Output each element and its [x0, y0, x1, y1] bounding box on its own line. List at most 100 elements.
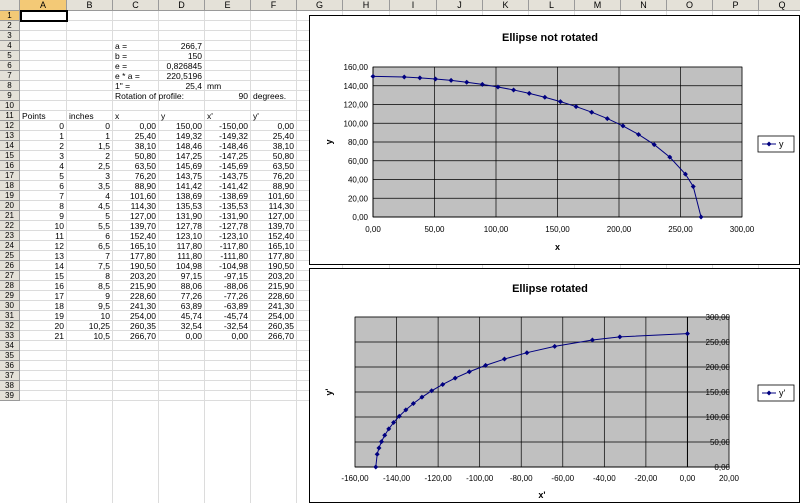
table-cell: -104,98: [219, 261, 248, 271]
data-point-marker: [617, 334, 623, 340]
row-header[interactable]: 16: [0, 161, 20, 171]
data-point-marker: [403, 407, 409, 413]
row-header[interactable]: 7: [0, 71, 20, 81]
row-header[interactable]: 6: [0, 61, 20, 71]
row-header[interactable]: 3: [0, 31, 20, 41]
table-header: x': [207, 111, 213, 121]
param-value: 266,7: [180, 41, 202, 51]
row-header[interactable]: 34: [0, 341, 20, 351]
column-header-l[interactable]: L: [529, 0, 575, 11]
column-header-h[interactable]: H: [343, 0, 390, 11]
column-header-f[interactable]: F: [251, 0, 297, 11]
row-header[interactable]: 25: [0, 251, 20, 261]
column-header-j[interactable]: J: [437, 0, 483, 11]
row-header[interactable]: 35: [0, 351, 20, 361]
column-header-n[interactable]: N: [621, 0, 667, 11]
table-cell: -32,54: [223, 321, 248, 331]
table-cell: 111,80: [177, 251, 202, 261]
row-header[interactable]: 19: [0, 191, 20, 201]
row-header[interactable]: 20: [0, 201, 20, 211]
row-header[interactable]: 4: [0, 41, 20, 51]
y-axis-label: y: [324, 139, 334, 144]
row-header[interactable]: 2: [0, 21, 20, 31]
x-tick-label: 150,00: [545, 225, 570, 234]
table-cell: -147,25: [219, 151, 248, 161]
column-header-q[interactable]: Q: [759, 0, 800, 11]
column-gridline: [66, 11, 67, 503]
column-header-i[interactable]: I: [390, 0, 437, 11]
row-header[interactable]: 27: [0, 271, 20, 281]
row-header[interactable]: 17: [0, 171, 20, 181]
row-header[interactable]: 36: [0, 361, 20, 371]
row-header[interactable]: 29: [0, 291, 20, 301]
column-header-p[interactable]: P: [713, 0, 759, 11]
column-header-k[interactable]: K: [483, 0, 529, 11]
table-cell: 88,90: [134, 181, 156, 191]
series-line: [375, 333, 688, 468]
row-header[interactable]: 33: [0, 331, 20, 341]
table-cell: 3: [105, 171, 110, 181]
param-label: a =: [115, 41, 128, 51]
x-tick-label: -160,00: [341, 474, 369, 483]
column-header-m[interactable]: M: [575, 0, 621, 11]
column-header-g[interactable]: G: [297, 0, 343, 11]
row-header[interactable]: 38: [0, 381, 20, 391]
table-header: Points: [22, 111, 46, 121]
row-header[interactable]: 5: [0, 51, 20, 61]
column-header-d[interactable]: D: [159, 0, 205, 11]
row-header[interactable]: 11: [0, 111, 20, 121]
select-all-corner[interactable]: [0, 0, 20, 11]
data-point-marker: [429, 388, 435, 394]
table-cell: -149,32: [219, 131, 248, 141]
column-header-o[interactable]: O: [667, 0, 713, 11]
row-header[interactable]: 8: [0, 81, 20, 91]
data-point-marker: [526, 90, 532, 96]
row-header[interactable]: 18: [0, 181, 20, 191]
column-header-c[interactable]: C: [113, 0, 159, 11]
data-point-marker: [401, 74, 407, 80]
row-header[interactable]: 14: [0, 141, 20, 151]
column-header-b[interactable]: B: [67, 0, 113, 11]
table-cell: 6: [105, 231, 110, 241]
x-tick-label: -40,00: [593, 474, 616, 483]
row-header[interactable]: 30: [0, 301, 20, 311]
row-header[interactable]: 31: [0, 311, 20, 321]
row-header[interactable]: 10: [0, 101, 20, 111]
row-header[interactable]: 15: [0, 151, 20, 161]
y-axis-label: y': [324, 388, 334, 395]
table-cell: 12: [54, 241, 64, 251]
y-tick-label: 80,00: [348, 138, 369, 147]
row-header[interactable]: 32: [0, 321, 20, 331]
row-header[interactable]: 23: [0, 231, 20, 241]
active-cell-a1[interactable]: [20, 10, 68, 22]
table-cell: -141,42: [219, 181, 248, 191]
row-header[interactable]: 1: [0, 11, 20, 21]
row-header[interactable]: 24: [0, 241, 20, 251]
chart-rotated-svg: Ellipse rotated -160,00 -140,00 -120,00 -100…: [324, 283, 795, 500]
data-point-marker: [432, 76, 438, 82]
row-header[interactable]: 13: [0, 131, 20, 141]
table-cell: 266,70: [268, 331, 294, 341]
x-tick-label: 100,00: [484, 225, 509, 234]
table-cell: -143,75: [219, 171, 248, 181]
data-point-marker: [682, 171, 688, 177]
y-tick-label: 140,00: [344, 82, 369, 91]
row-header[interactable]: 26: [0, 261, 20, 271]
row-header[interactable]: 39: [0, 391, 20, 401]
column-header-e[interactable]: E: [205, 0, 251, 11]
chart-not-rotated[interactable]: Ellipse not rotated 0,00 50,00 100,00 150,00…: [309, 15, 800, 265]
row-header[interactable]: 28: [0, 281, 20, 291]
legend-label: y': [779, 388, 786, 398]
row-header[interactable]: 37: [0, 371, 20, 381]
table-cell: 4,5: [98, 201, 110, 211]
row-header[interactable]: 22: [0, 221, 20, 231]
param-value: 0,826845: [166, 61, 202, 71]
table-cell: 0,00: [185, 331, 202, 341]
table-cell: 127,00: [130, 211, 156, 221]
row-header[interactable]: 21: [0, 211, 20, 221]
x-axis-label: x: [555, 242, 560, 252]
table-cell: 6: [59, 181, 64, 191]
row-header[interactable]: 12: [0, 121, 20, 131]
row-header[interactable]: 9: [0, 91, 20, 101]
chart-rotated[interactable]: Ellipse rotated -160,00 -140,00 -120,00 -100…: [309, 268, 800, 503]
